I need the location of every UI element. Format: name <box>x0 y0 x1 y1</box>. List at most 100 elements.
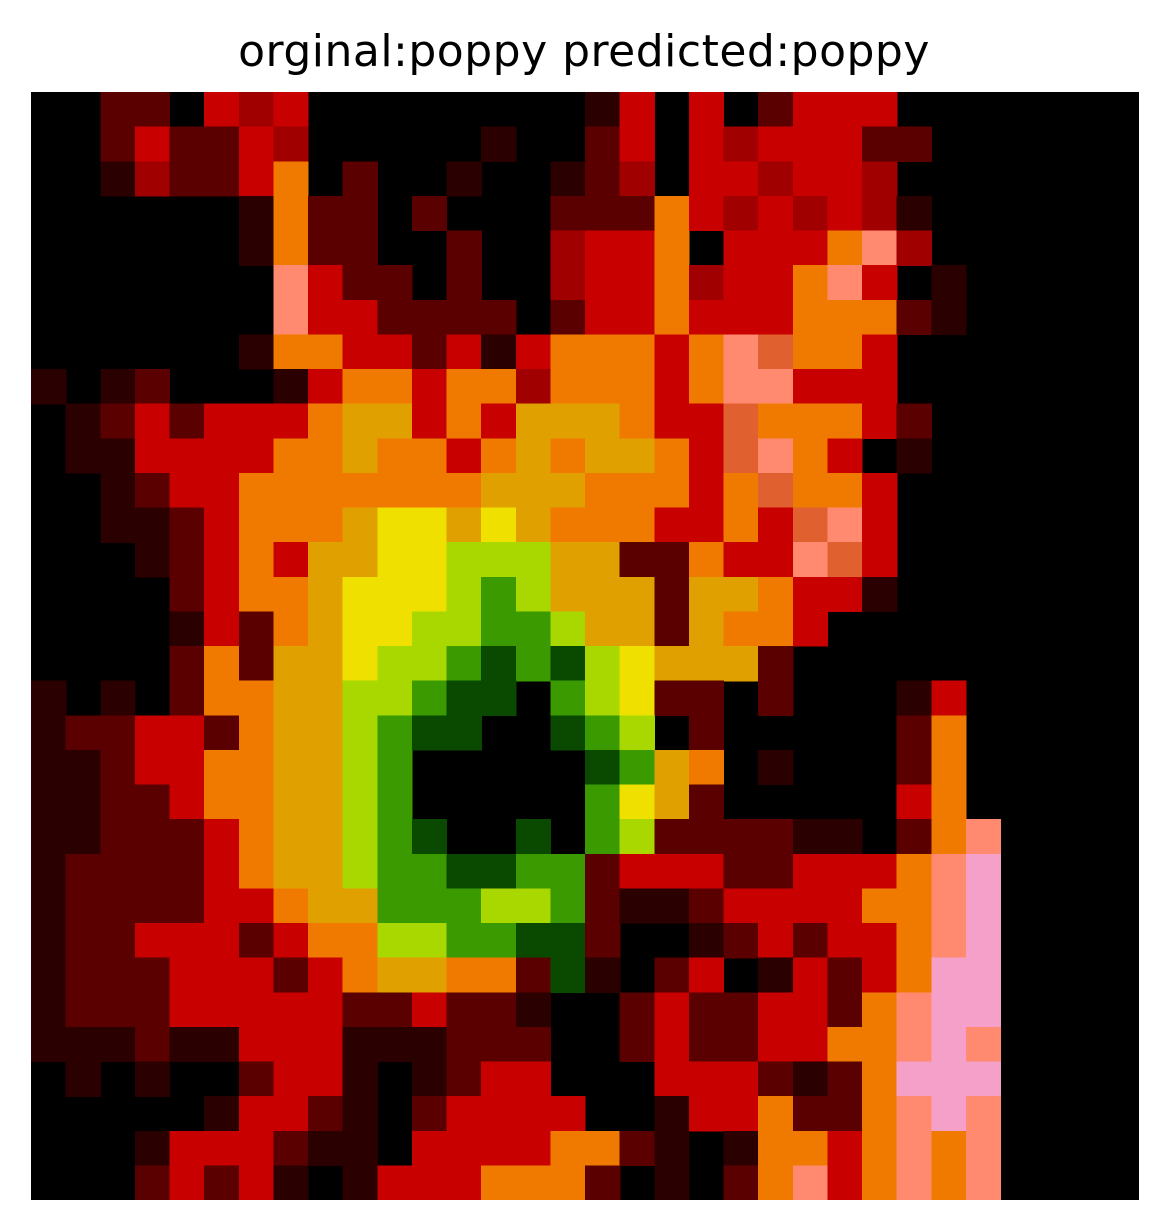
pixel <box>723 542 759 578</box>
pixel <box>585 299 621 336</box>
pixel <box>862 1026 898 1063</box>
pixel <box>342 369 378 405</box>
pixel <box>896 957 932 993</box>
pixel <box>31 853 67 890</box>
pixel <box>654 334 690 370</box>
pixel <box>31 819 67 855</box>
pixel <box>308 992 344 1028</box>
pixel <box>308 646 344 682</box>
pixel <box>550 715 586 751</box>
pixel <box>238 923 275 959</box>
pixel <box>827 542 863 578</box>
pixel <box>688 369 725 405</box>
pixel <box>411 646 448 682</box>
pixel <box>411 334 448 370</box>
pixel <box>827 92 863 128</box>
pixel <box>308 265 344 301</box>
pixel <box>550 923 586 959</box>
pixel <box>723 888 759 924</box>
pixel <box>446 992 482 1028</box>
pixel <box>204 1130 240 1167</box>
pixel <box>792 403 829 439</box>
pixel <box>723 472 759 509</box>
pixel <box>792 507 829 543</box>
pixel <box>515 542 552 578</box>
pixel <box>965 819 1002 855</box>
pixel <box>481 299 517 336</box>
pixel <box>619 888 655 924</box>
pixel <box>308 819 344 855</box>
pixel <box>65 403 101 439</box>
pixel <box>134 369 171 405</box>
pixel <box>65 784 101 820</box>
pixel <box>273 403 309 439</box>
pixel <box>411 1061 448 1097</box>
pixel <box>585 923 621 959</box>
pixel <box>204 680 240 716</box>
pixel <box>965 1026 1002 1063</box>
pixel <box>411 1165 448 1200</box>
pixel <box>688 161 725 197</box>
pixel <box>204 472 240 509</box>
pixel <box>238 784 275 820</box>
pixel <box>723 819 759 855</box>
pixel <box>723 646 759 682</box>
pixel <box>688 92 725 128</box>
pixel <box>723 403 759 439</box>
pixel <box>654 472 690 509</box>
pixel <box>377 715 413 751</box>
pixel <box>100 819 136 855</box>
pixel <box>377 957 413 993</box>
pixel <box>411 507 448 543</box>
pixel <box>342 1026 378 1063</box>
pixel <box>550 265 586 301</box>
pixel <box>481 542 517 578</box>
pixel <box>169 542 205 578</box>
pixel <box>342 611 378 647</box>
pixel <box>896 992 932 1028</box>
pixel <box>31 923 67 959</box>
pixel <box>654 749 690 786</box>
pixel <box>100 992 136 1028</box>
pixel <box>862 853 898 890</box>
pixel <box>100 957 136 993</box>
pixel <box>654 1165 690 1200</box>
pixel <box>446 853 482 890</box>
pixel <box>688 126 725 162</box>
pixel <box>446 888 482 924</box>
pixel <box>481 923 517 959</box>
pixel <box>134 542 171 578</box>
pixel <box>619 265 655 301</box>
pixel <box>31 1026 67 1063</box>
pixel <box>758 749 794 786</box>
pixel <box>446 576 482 613</box>
pixel <box>446 265 482 301</box>
pixel <box>723 126 759 162</box>
pixel <box>65 1061 101 1097</box>
pixel <box>100 92 136 128</box>
pixel <box>862 576 898 613</box>
pixel <box>238 195 275 232</box>
pixel <box>169 923 205 959</box>
pixel <box>723 369 759 405</box>
pixel <box>515 923 552 959</box>
pixel <box>792 888 829 924</box>
pixel <box>619 230 655 266</box>
pixel <box>619 299 655 336</box>
pixel <box>931 715 967 751</box>
pixel <box>342 542 378 578</box>
pixel <box>619 507 655 543</box>
pixel <box>619 784 655 820</box>
pixel-grid <box>31 92 1002 1200</box>
pixel <box>238 992 275 1028</box>
pixel <box>308 438 344 474</box>
pixel <box>273 334 309 370</box>
pixel <box>619 853 655 890</box>
pixel <box>446 542 482 578</box>
pixel <box>931 749 967 786</box>
pixel <box>481 507 517 543</box>
pixel <box>204 749 240 786</box>
pixel <box>585 507 621 543</box>
pixel <box>792 92 829 128</box>
pixel <box>585 438 621 474</box>
